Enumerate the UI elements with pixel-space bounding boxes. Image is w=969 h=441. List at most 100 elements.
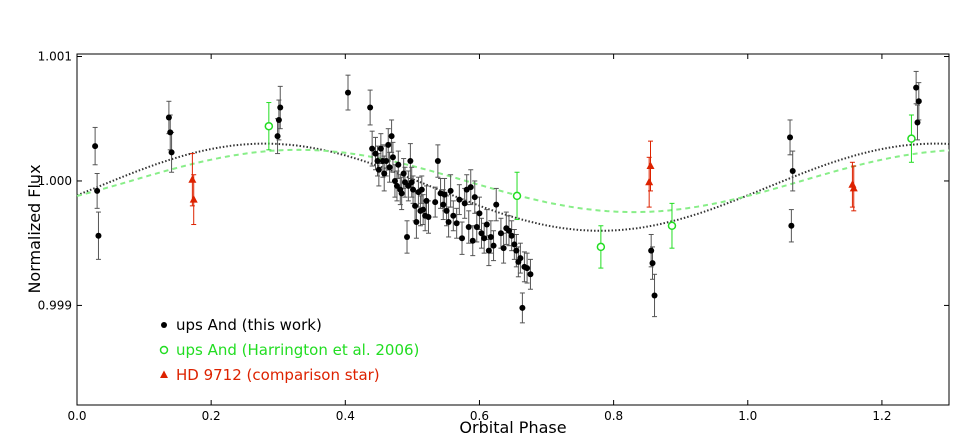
data-point-this_work	[459, 235, 466, 242]
legend-label-comparison: HD 9712 (comparison star)	[176, 366, 380, 384]
data-point-this_work	[511, 241, 518, 248]
legend-marker-harrington	[159, 345, 169, 355]
data-point-comparison	[188, 175, 197, 183]
y-tick-label: 0.999	[38, 298, 72, 312]
data-point-this_work	[372, 150, 379, 157]
data-point-this_work	[467, 184, 474, 191]
data-point-comparison	[645, 177, 654, 186]
data-point-this_work	[483, 221, 490, 228]
data-point-this_work	[787, 134, 794, 141]
data-point-this_work	[469, 237, 476, 244]
x-tick-label: 1.0	[738, 409, 757, 423]
data-point-this_work	[391, 177, 398, 184]
data-point-harrington	[264, 121, 274, 131]
x-tick-label: 0.4	[336, 409, 355, 423]
data-point-this_work	[277, 104, 284, 111]
legend-marker-comparison	[160, 370, 168, 378]
data-point-this_work	[913, 84, 920, 91]
data-point-this_work	[92, 143, 99, 150]
data-point-this_work	[94, 187, 101, 194]
data-points	[92, 84, 922, 311]
data-point-this_work	[481, 235, 488, 242]
data-point-this_work	[461, 200, 468, 207]
data-point-this_work	[476, 210, 483, 217]
data-point-this_work	[398, 190, 405, 197]
data-point-this_work	[485, 247, 492, 254]
data-point-this_work	[407, 158, 414, 165]
data-point-harrington	[907, 134, 916, 143]
fit-curve-harrington	[76, 148, 950, 214]
data-point-this_work	[388, 133, 395, 140]
data-point-this_work	[165, 114, 172, 121]
error-bars	[92, 70, 922, 324]
plot-frame	[76, 53, 950, 406]
data-point-this_work	[478, 230, 485, 237]
data-point-this_work	[527, 271, 534, 278]
y-tick-label: 1.000	[38, 174, 72, 188]
legend-marker-this_work	[161, 322, 167, 328]
legend-label-this_work: ups And (this work)	[176, 316, 322, 334]
data-point-this_work	[524, 265, 531, 272]
data-point-this_work	[500, 245, 507, 252]
data-point-this_work	[400, 170, 407, 177]
data-point-this_work	[95, 232, 102, 239]
data-point-this_work	[456, 196, 463, 203]
x-tick-label: 1.2	[872, 409, 891, 423]
data-point-this_work	[434, 158, 441, 165]
data-point-this_work	[465, 224, 472, 231]
data-point-this_work	[410, 186, 417, 193]
data-point-this_work	[385, 141, 392, 148]
data-point-this_work	[432, 199, 439, 206]
data-point-this_work	[649, 260, 656, 267]
data-point-this_work	[389, 154, 396, 161]
legend-label-harrington: ups And (Harrington et al. 2006)	[176, 341, 419, 359]
data-point-this_work	[168, 149, 175, 156]
data-point-this_work	[274, 133, 281, 140]
x-tick-label: 0.6	[470, 409, 489, 423]
data-point-this_work	[493, 201, 500, 208]
fit-curve-this_work	[76, 142, 950, 232]
x-tick-label: 0.8	[604, 409, 623, 423]
data-point-this_work	[367, 104, 374, 111]
data-point-this_work	[453, 220, 460, 227]
fit-curves	[76, 142, 950, 232]
data-point-harrington	[512, 191, 522, 201]
data-point-this_work	[490, 242, 497, 249]
data-point-this_work	[443, 207, 450, 214]
data-point-this_work	[450, 212, 457, 219]
data-point-this_work	[395, 161, 402, 168]
x-axis-ticks: 0.0 0.2 0.4 0.6 0.8 1.0 1.2	[67, 54, 891, 423]
data-point-this_work	[447, 187, 454, 194]
data-point-this_work	[425, 214, 432, 221]
data-point-this_work	[471, 194, 478, 201]
data-point-this_work	[275, 116, 282, 123]
data-point-this_work	[404, 233, 411, 240]
data-point-harrington	[667, 221, 677, 231]
data-point-this_work	[648, 247, 655, 254]
x-tick-label: 0.2	[202, 409, 221, 423]
data-point-comparison	[189, 195, 198, 203]
legend: ups And (this work) ups And (Harrington e…	[159, 316, 419, 384]
data-point-this_work	[381, 170, 388, 177]
data-point-comparison	[849, 183, 858, 192]
data-point-this_work	[408, 179, 415, 186]
data-point-this_work	[517, 255, 524, 262]
data-point-this_work	[420, 206, 427, 213]
data-point-this_work	[789, 168, 796, 174]
data-point-this_work	[915, 98, 922, 105]
y-axis-ticks: 0.999 1.000 1.001	[38, 49, 949, 312]
data-point-this_work	[440, 201, 447, 208]
data-point-this_work	[914, 119, 921, 126]
data-point-this_work	[418, 186, 425, 193]
data-point-this_work	[423, 197, 430, 204]
data-point-this_work	[513, 247, 520, 254]
data-point-harrington	[596, 242, 606, 252]
data-point-this_work	[374, 158, 381, 165]
x-tick-label: 0.0	[67, 409, 86, 423]
data-point-this_work	[473, 224, 480, 231]
data-point-this_work	[497, 230, 504, 237]
data-point-this_work	[651, 292, 658, 299]
data-point-this_work	[377, 145, 384, 152]
data-point-this_work	[344, 89, 351, 96]
